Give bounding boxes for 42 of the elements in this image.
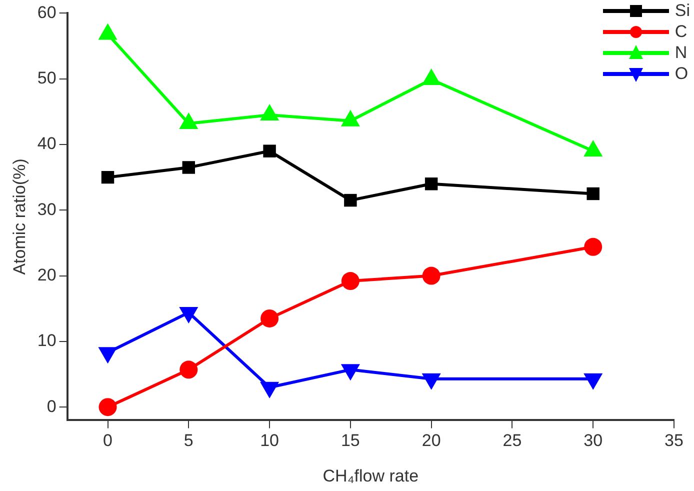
point [584, 238, 602, 256]
y-tick-label: 60 [37, 2, 56, 22]
x-tick-label: 10 [260, 431, 279, 450]
point [341, 272, 360, 290]
point [179, 112, 198, 129]
x-tick-label: 15 [340, 431, 360, 450]
y-axis-title: Atomic ratio(%) [10, 158, 29, 275]
point [586, 187, 600, 200]
y-tick-label: 30 [37, 200, 56, 219]
point [584, 373, 603, 390]
point [101, 170, 114, 184]
y-tick-label: 0 [46, 396, 56, 416]
point [260, 104, 280, 120]
x-tick-label: 20 [422, 431, 441, 450]
point [263, 144, 276, 158]
x-tick-label: 30 [584, 431, 603, 450]
x-tick-label: 5 [184, 431, 194, 450]
point [98, 23, 118, 40]
x-tick-label: 35 [664, 431, 684, 450]
y-tick-label: 50 [37, 68, 56, 88]
y-tick-label: 40 [37, 134, 56, 154]
legend-label: Si [674, 0, 690, 20]
point [344, 194, 357, 207]
point [424, 178, 438, 190]
legend-label: N [674, 42, 688, 62]
legend-label: C [674, 22, 688, 42]
y-tick-label: 20 [37, 265, 56, 284]
point [584, 140, 603, 157]
x-tick-label: 0 [103, 431, 112, 450]
point [422, 373, 441, 390]
point [98, 347, 118, 364]
point [179, 307, 198, 324]
point [340, 110, 360, 126]
point [422, 68, 441, 85]
point [182, 161, 196, 174]
point [340, 364, 360, 381]
point [422, 266, 440, 285]
legend-label: O [674, 64, 688, 84]
x-tick-label: 25 [502, 431, 522, 450]
x-axis-title: CH₄flow rate [322, 466, 419, 486]
y-tick-label: 10 [37, 331, 56, 350]
point [260, 382, 280, 398]
